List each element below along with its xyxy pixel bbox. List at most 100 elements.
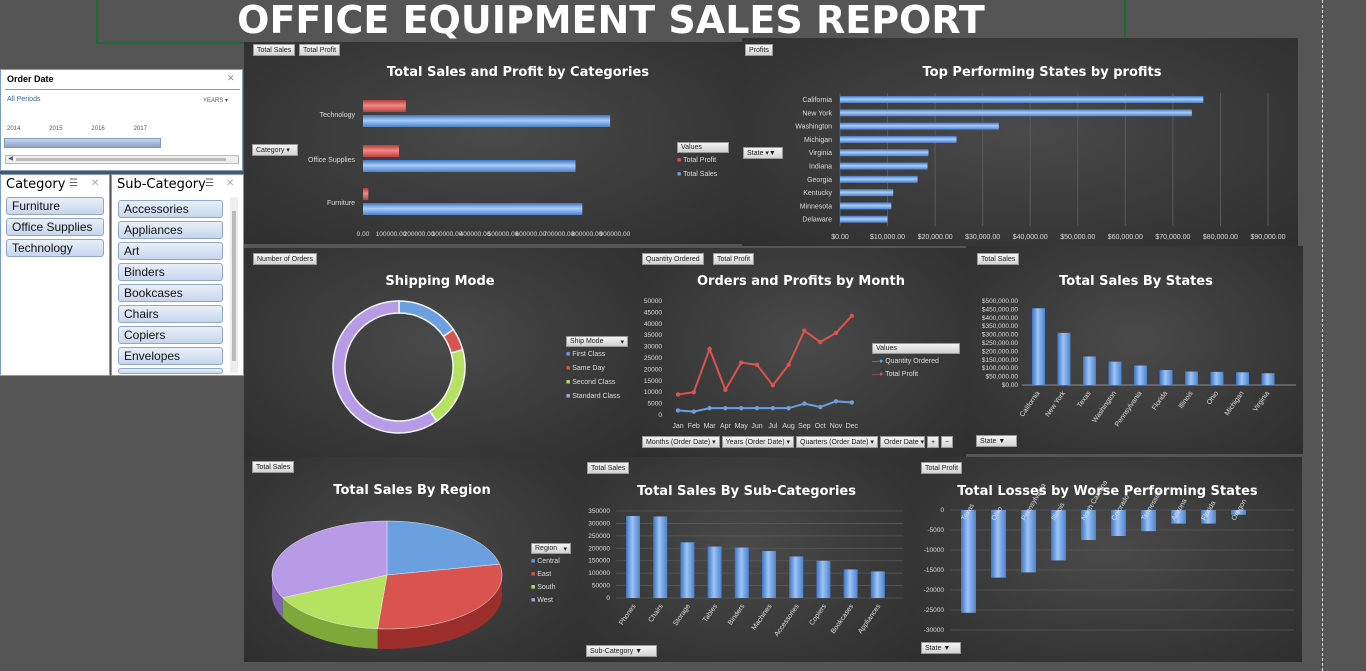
multi-select-icon[interactable]: ☰ bbox=[205, 178, 214, 189]
filter-label: Order Date bbox=[883, 439, 919, 446]
legend-swatch: ■ bbox=[531, 571, 536, 578]
category-filter-button[interactable]: Category ▾ bbox=[252, 144, 298, 156]
chart-panel-sales-states[interactable]: Total Sales Total Sales By States State … bbox=[966, 246, 1303, 454]
axis-field-buttons: Months (Order Date) ▾ Years (Order Date)… bbox=[642, 436, 954, 448]
y-tick-label: 15000 bbox=[644, 378, 662, 385]
chart-panel-losses[interactable]: Total Profit Total Losses by Worse Perfo… bbox=[913, 457, 1302, 662]
subcategory-item[interactable]: Art bbox=[118, 242, 223, 260]
clear-filter-icon[interactable]: ✕ bbox=[227, 73, 235, 83]
category-item[interactable]: Furniture bbox=[6, 197, 104, 215]
order-date-filter-button[interactable]: Order Date ▾ bbox=[879, 436, 925, 448]
x-tick-label: Storage bbox=[672, 603, 692, 627]
chart-legend: Values ■ Total Profit ■ Total Sales bbox=[677, 142, 729, 178]
expand-field-button[interactable]: + bbox=[926, 436, 940, 448]
loss-bar bbox=[991, 510, 1006, 578]
y-tick-label: -20000 bbox=[924, 587, 945, 594]
legend-label: Total Sales bbox=[683, 171, 718, 178]
field-button-total-profit[interactable]: Total Profit bbox=[921, 462, 963, 474]
state-filter-button[interactable]: State ▾▼ bbox=[743, 147, 783, 159]
category-item[interactable]: Technology bbox=[6, 239, 104, 257]
timeline-year[interactable]: 2014 bbox=[7, 126, 21, 132]
sales-bar bbox=[1057, 332, 1071, 385]
x-tick-label: 600000.00 bbox=[516, 231, 547, 238]
data-point bbox=[675, 408, 681, 413]
legend-entry: ■ Standard Class bbox=[566, 393, 628, 400]
subcategory-item[interactable]: Binders bbox=[118, 263, 223, 281]
subcategory-item[interactable]: Envelopes bbox=[118, 347, 223, 365]
legend-title-text: Region bbox=[535, 545, 558, 552]
chart-legend: Values —● Quantity Ordered —● Total Prof… bbox=[872, 343, 960, 378]
x-tick-label: Jan bbox=[672, 423, 683, 430]
legend-label: First Class bbox=[572, 351, 606, 358]
donut-slice bbox=[428, 348, 466, 423]
subcategory-item[interactable]: Appliances bbox=[118, 221, 223, 239]
scrollbar-thumb[interactable] bbox=[232, 211, 236, 361]
x-tick-label: Apr bbox=[720, 423, 732, 430]
chart-panel-top-states[interactable]: Profits Top Performing States by profits… bbox=[742, 38, 1298, 246]
multi-select-icon[interactable]: ☰ bbox=[69, 178, 78, 189]
field-button-number-of-orders[interactable]: Number of Orders bbox=[253, 253, 318, 265]
field-button-quantity-ordered[interactable]: Quantity Ordered bbox=[642, 253, 704, 265]
state-filter-button[interactable]: State ▼ bbox=[976, 435, 1017, 447]
chart-title: Total Sales and Profit by Categories bbox=[386, 65, 650, 80]
timeline-year[interactable]: 2015 bbox=[49, 126, 63, 132]
chart-title: Total Sales By Sub-Categories bbox=[637, 484, 856, 499]
quarters-filter-button[interactable]: Quarters (Order Date) ▾ bbox=[796, 436, 878, 448]
loss-bar bbox=[1171, 510, 1186, 524]
x-tick-label: $20,000.00 bbox=[918, 234, 953, 241]
legend-swatch: ■ bbox=[531, 597, 536, 604]
legend-swatch: ■ bbox=[531, 584, 536, 591]
category-item[interactable]: Office Supplies bbox=[6, 218, 104, 236]
legend-title: Values bbox=[872, 343, 960, 354]
chart-panel-categories[interactable]: Total Sales Total Profit Total Sales and… bbox=[244, 42, 742, 244]
scroll-left-icon[interactable]: ◀ bbox=[8, 156, 13, 162]
timeline-scrollbar[interactable]: ◀ bbox=[5, 155, 239, 164]
field-button-total-sales[interactable]: Total Sales bbox=[977, 253, 1020, 265]
field-button-total-sales[interactable]: Total Sales bbox=[587, 462, 630, 474]
months-filter-button[interactable]: Months (Order Date) ▾ bbox=[642, 436, 720, 448]
chart-panel-subcategories[interactable]: Total Sales Total Sales By Sub-Categorie… bbox=[580, 457, 913, 662]
timeline-unit: YEARS bbox=[203, 98, 224, 104]
years-filter-button[interactable]: Years (Order Date) ▾ bbox=[721, 436, 794, 448]
subcategory-item[interactable]: Copiers bbox=[118, 326, 223, 344]
chart-panel-shipping[interactable]: Number of Orders Shipping Mode Ship Mode… bbox=[244, 248, 640, 457]
timeline-year[interactable]: 2017 bbox=[133, 126, 147, 132]
scrollbar-thumb[interactable] bbox=[16, 158, 226, 161]
field-button-total-sales[interactable]: Total Sales bbox=[253, 44, 296, 56]
subcategories-bar-chart: 0 50000 100000 150000 200000 250000 300000 3500… bbox=[588, 508, 903, 638]
x-tick-label: Oct bbox=[815, 423, 826, 430]
legend-label: Second Class bbox=[572, 379, 616, 386]
chart-panel-region[interactable]: Total Sales Total Sales By Region Region… bbox=[244, 457, 580, 662]
loss-bar bbox=[1051, 510, 1066, 561]
clear-filter-icon[interactable]: ✕ bbox=[226, 178, 235, 189]
legend-entry: —● Quantity Ordered bbox=[872, 358, 960, 365]
legend-title[interactable]: Region ▾ bbox=[531, 543, 571, 554]
order-date-timeline[interactable]: Order Date ✕ All Periods YEARS ▾ 2014 20… bbox=[0, 69, 243, 171]
subcategory-item-partial[interactable] bbox=[118, 368, 223, 374]
timeline-unit-selector[interactable]: YEARS ▾ bbox=[203, 97, 228, 104]
y-tick-label: 250000 bbox=[588, 533, 610, 540]
field-button-total-profit[interactable]: Total Profit bbox=[713, 253, 755, 265]
state-filter-button[interactable]: State ▼ bbox=[921, 642, 961, 654]
legend-title[interactable]: Ship Mode ▾ bbox=[566, 336, 628, 347]
subcategory-filter-button[interactable]: Sub-Category ▼ bbox=[586, 645, 657, 657]
field-button-total-sales[interactable]: Total Sales bbox=[252, 461, 295, 473]
subcategory-item[interactable]: Accessories bbox=[118, 200, 223, 218]
slicer-scrollbar[interactable] bbox=[230, 197, 238, 373]
pie-side bbox=[377, 575, 502, 649]
timeline-range-bar[interactable] bbox=[4, 138, 161, 148]
subcategory-item[interactable]: Chairs bbox=[118, 305, 223, 323]
sales-bar bbox=[680, 542, 695, 598]
chart-panel-monthly[interactable]: Quantity Ordered Total Profit Orders and… bbox=[640, 248, 966, 457]
clear-filter-icon[interactable]: ✕ bbox=[91, 178, 100, 189]
timeline-year[interactable]: 2016 bbox=[91, 126, 105, 132]
field-button-total-profit[interactable]: Total Profit bbox=[299, 44, 341, 56]
x-tick-label: Pennsylvania bbox=[1114, 390, 1144, 428]
state-label: California bbox=[802, 97, 832, 104]
data-point bbox=[786, 362, 791, 368]
x-tick-label: $50,000.00 bbox=[1060, 234, 1095, 241]
profit-bar bbox=[840, 202, 892, 210]
subcategory-item[interactable]: Bookcases bbox=[118, 284, 223, 302]
collapse-field-button[interactable]: − bbox=[941, 436, 954, 448]
field-button-profits[interactable]: Profits bbox=[745, 44, 773, 56]
